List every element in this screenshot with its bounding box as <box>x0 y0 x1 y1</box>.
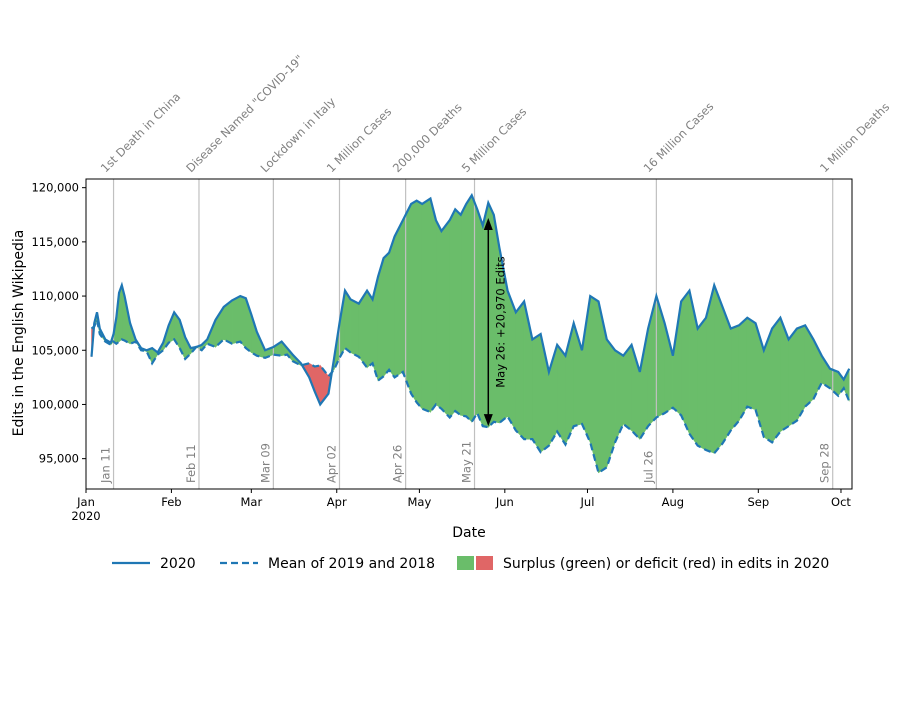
x-tick-label: Jun <box>495 495 514 509</box>
legend-swatch-surplus <box>457 556 474 570</box>
event-date-label: Apr 26 <box>391 445 405 483</box>
y-tick-label: 115,000 <box>31 235 79 249</box>
surplus-fill-segment <box>796 324 806 422</box>
surplus-fill-segment <box>350 298 360 358</box>
event-date-label: Jan 11 <box>99 447 113 484</box>
series-line-mean <box>90 316 851 475</box>
surplus-fill-segment <box>680 289 690 434</box>
surplus-fill-segment <box>515 300 525 440</box>
surplus-fill-segment <box>713 285 723 455</box>
surplus-fill-segment <box>460 203 467 417</box>
surplus-fill-segment <box>556 343 566 446</box>
surplus-fill-segment <box>465 194 473 423</box>
series-lines <box>90 192 851 475</box>
legend-label-fill: Surplus (green) or deficit (red) in edit… <box>503 556 829 572</box>
surplus-fill-segment <box>482 202 489 428</box>
event-title-label: 1 Million Deaths <box>817 100 892 175</box>
event-title-label: 1st Death in China <box>98 90 183 175</box>
y-axis-label: Edits in the English Wikipedia <box>11 230 27 437</box>
event-lines <box>112 179 834 489</box>
annotation-arrow-head-up <box>483 218 493 231</box>
surplus-fill-segment <box>421 197 431 413</box>
plot-frame <box>85 178 853 490</box>
surplus-fill-segment <box>231 295 241 345</box>
surplus-fill-segment <box>416 200 423 410</box>
event-date-label: Mar 09 <box>258 443 272 483</box>
annotation-arrow-head-down <box>483 414 493 427</box>
surplus-fill-segment <box>771 316 781 444</box>
surplus-fill-segment <box>532 333 541 454</box>
x-tick-label: Apr <box>327 495 347 509</box>
surplus-fill-segment <box>672 301 682 416</box>
surplus-fill-segment <box>738 317 748 422</box>
x-tick-label: Mar <box>240 495 262 509</box>
y-axis: 95,000 100,000 105,000 110,000 115,000 120,00… <box>31 181 86 466</box>
x-tick-sublabel: 2020 <box>71 509 100 523</box>
surplus-fill-segment <box>240 295 247 349</box>
surplus-deficit-fills <box>91 194 850 474</box>
event-title-label: 200,000 Deaths <box>390 100 465 175</box>
y-tick-label: 100,000 <box>31 397 79 411</box>
event-date-label: Sep 28 <box>818 443 832 483</box>
event-date-label: Apr 02 <box>324 445 338 483</box>
y-tick-label: 110,000 <box>31 289 79 303</box>
surplus-fill-segment <box>383 251 390 378</box>
event-title-label: 1 Million Cases <box>324 105 395 176</box>
surplus-fill-segment <box>746 317 756 411</box>
surplus-fill-segment <box>410 200 417 404</box>
event-title-label: 5 Million Cases <box>459 105 530 176</box>
event-date-label: May 21 <box>460 441 474 483</box>
surplus-fill-segment <box>598 301 608 474</box>
surplus-fill-segment <box>730 324 740 432</box>
surplus-fill-segment <box>388 236 395 379</box>
x-tick-label: May <box>408 495 432 509</box>
surplus-fill-segment <box>430 198 437 413</box>
peak-annotation: May 26: +20,970 Edits <box>483 218 507 427</box>
y-tick-label: 120,000 <box>31 181 79 195</box>
surplus-fill-segment <box>454 208 462 416</box>
y-tick-label: 105,000 <box>31 343 79 357</box>
legend-label-mean: Mean of 2019 and 2018 <box>268 556 435 572</box>
event-date-label: Feb 11 <box>184 444 198 483</box>
legend: 2020 Mean of 2019 and 2018 Surplus (green)… <box>112 556 829 572</box>
surplus-fill-segment <box>656 295 665 418</box>
legend-label-2020: 2020 <box>160 556 196 572</box>
surplus-fill-segment <box>394 220 404 378</box>
surplus-fill-segment <box>435 220 442 410</box>
x-tick-label: Aug <box>662 495 684 509</box>
annotation-text: May 26: +20,970 Edits <box>493 256 507 387</box>
x-tick-label: Feb <box>161 495 181 509</box>
x-tick-label: Oct <box>831 495 851 509</box>
x-axis-label: Date <box>452 525 485 541</box>
surplus-fill-segment <box>366 289 373 369</box>
event-title-label: Disease Named "COVID-19" <box>183 52 306 175</box>
y-tick-label: 95,000 <box>39 452 79 466</box>
surplus-fill-segment <box>441 219 451 419</box>
surplus-fill-segment <box>402 203 412 394</box>
event-title-label: 16 Million Cases <box>641 99 717 175</box>
surplus-fill-segment <box>788 327 798 427</box>
legend-swatch-deficit <box>476 556 493 570</box>
surplus-fill-segment <box>449 209 456 419</box>
surplus-fill-segment <box>622 343 632 432</box>
x-tick-label: Jul <box>580 495 595 509</box>
surplus-fill-segment <box>476 209 484 427</box>
x-tick-label: Jan <box>76 495 95 509</box>
series-line-2020 <box>90 192 851 407</box>
event-date-label: Jul 26 <box>641 451 655 484</box>
surplus-fill-segment <box>697 316 707 451</box>
x-tick-label: Sep <box>747 495 769 509</box>
